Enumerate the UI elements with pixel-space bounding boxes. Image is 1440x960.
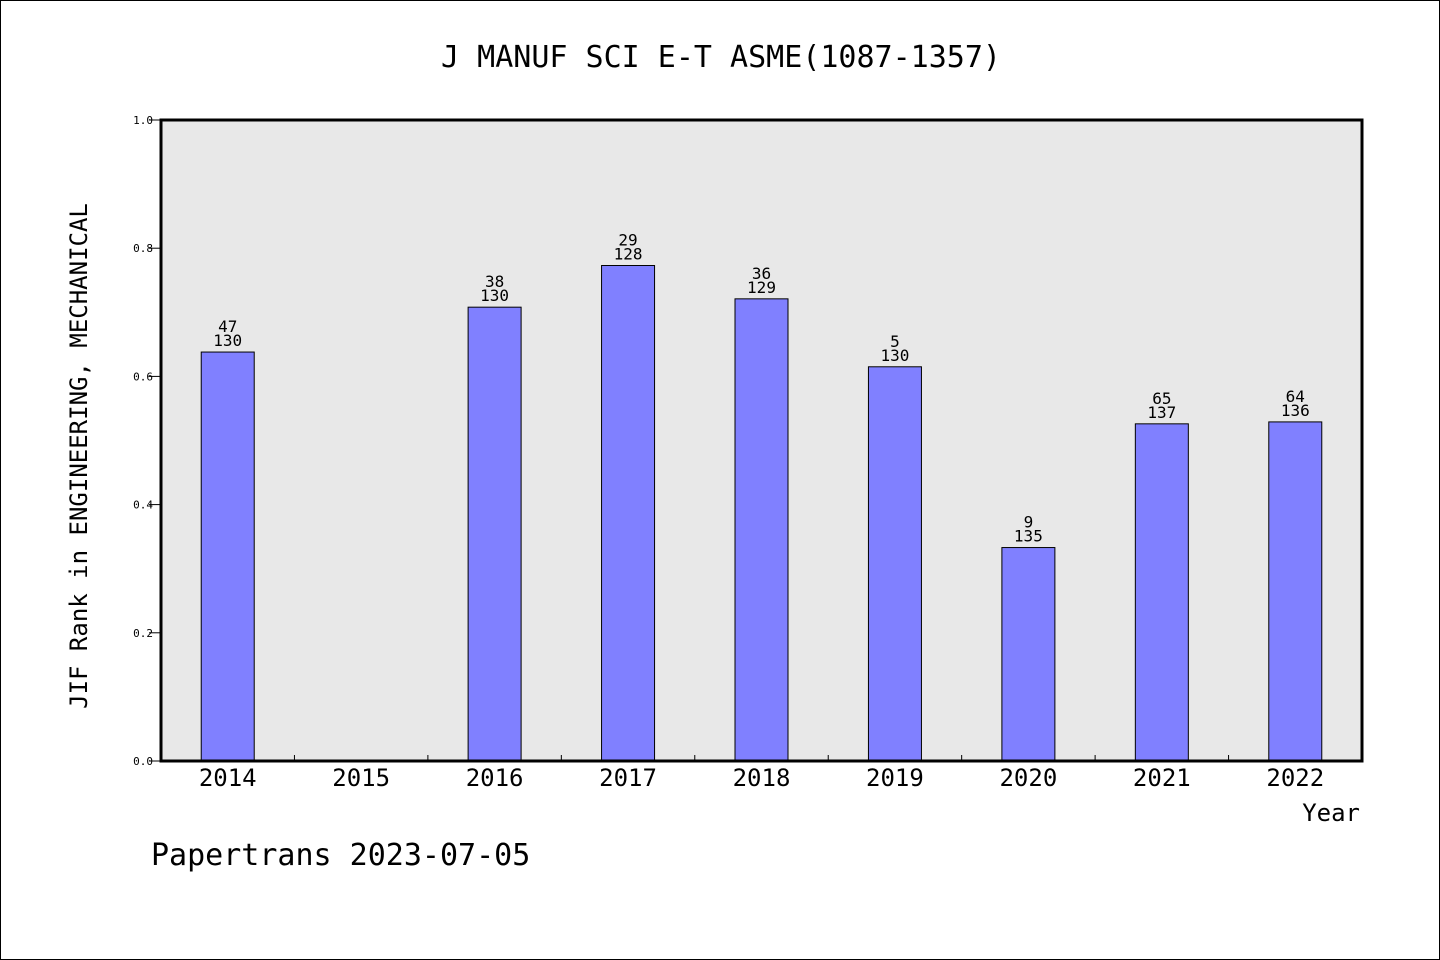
x-tick-label: 2022 xyxy=(1266,764,1324,792)
x-tick-label: 2019 xyxy=(866,764,924,792)
x-tick-label: 2015 xyxy=(332,764,390,792)
chart-title: J MANUF SCI E-T ASME(1087-1357) xyxy=(441,40,1001,75)
x-tick-label: 2014 xyxy=(199,764,257,792)
data-label-total: 130 xyxy=(213,331,242,350)
y-tick-label: 0.0 xyxy=(133,755,153,768)
x-tick-label: 2016 xyxy=(466,764,524,792)
data-label-total: 129 xyxy=(747,278,776,297)
data-label-total: 137 xyxy=(1147,403,1176,422)
data-label-rank: 64 xyxy=(1286,387,1305,406)
data-label-total: 136 xyxy=(1281,401,1310,420)
footer-source-date: Papertrans 2023-07-05 xyxy=(151,838,530,873)
data-label-rank: 38 xyxy=(485,272,504,291)
y-tick-label: 0.2 xyxy=(133,627,153,640)
data-label-rank: 29 xyxy=(618,231,637,250)
data-label-total: 130 xyxy=(880,346,909,365)
bar-2018 xyxy=(734,298,789,762)
x-tick-label: 2020 xyxy=(999,764,1057,792)
bar-2022 xyxy=(1268,421,1323,762)
bar-2021 xyxy=(1134,423,1189,762)
y-tick-label: 0.8 xyxy=(133,242,153,255)
bar-2014 xyxy=(200,351,255,762)
x-tick-label: 2018 xyxy=(733,764,791,792)
y-tick-label: 0.6 xyxy=(133,370,153,383)
y-tick-label: 1.0 xyxy=(133,114,153,127)
data-label-rank: 47 xyxy=(218,317,237,336)
data-label-rank: 36 xyxy=(752,264,771,283)
data-label-total: 135 xyxy=(1014,527,1043,546)
data-label-total: 130 xyxy=(480,286,509,305)
x-axis-label: Year xyxy=(1302,799,1360,827)
data-label-rank: 5 xyxy=(890,332,900,351)
data-label-rank: 65 xyxy=(1152,389,1171,408)
bar-2019 xyxy=(867,366,922,762)
data-label-rank: 9 xyxy=(1024,513,1034,532)
bar-2017 xyxy=(601,265,656,762)
x-tick-label: 2021 xyxy=(1133,764,1191,792)
bar-2020 xyxy=(1001,547,1056,762)
y-axis-label: JIF Rank in ENGINEERING, MECHANICAL xyxy=(65,203,93,709)
y-tick-label: 0.4 xyxy=(133,499,153,512)
x-tick-label: 2017 xyxy=(599,764,657,792)
plot-frame xyxy=(159,118,1364,763)
data-label-total: 128 xyxy=(614,245,643,264)
bar-2016 xyxy=(467,306,522,762)
